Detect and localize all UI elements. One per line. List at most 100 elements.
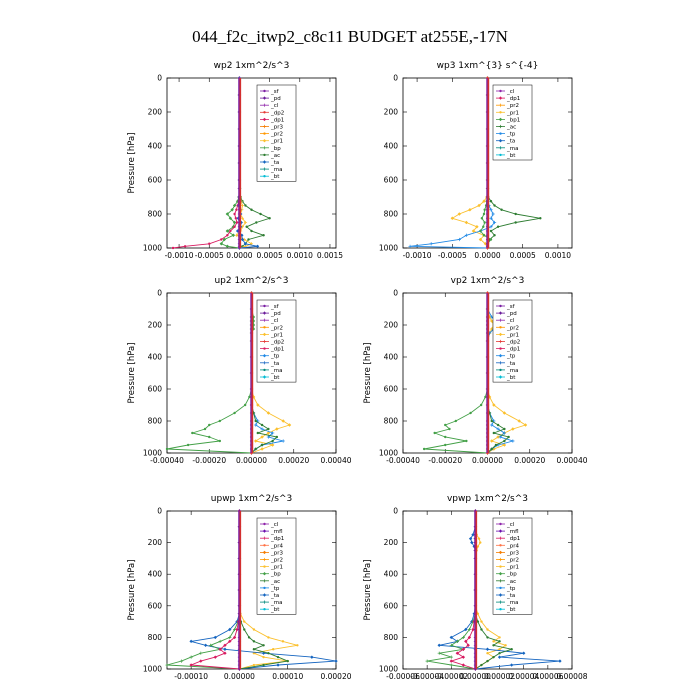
x-axis: -0.0010 -0.0005 0.0000 0.0005 0.0010 0.0015 bbox=[165, 78, 343, 260]
data-point bbox=[461, 635, 465, 639]
data-point bbox=[514, 212, 517, 216]
data-point bbox=[243, 620, 246, 623]
data-point bbox=[208, 643, 213, 647]
data-point bbox=[480, 628, 483, 631]
data-point bbox=[490, 419, 493, 423]
legend-label: _bt bbox=[270, 375, 280, 381]
y-tick-label: 1000 bbox=[143, 244, 162, 253]
series-group bbox=[171, 76, 271, 250]
legend-marker bbox=[499, 368, 502, 372]
legend-label: _pr4 bbox=[270, 543, 284, 549]
legend-marker bbox=[262, 593, 267, 597]
legend: _cl_mfl_dp1_pr4_pr3_pr2_pr1_bp_ac_tp_ta_… bbox=[492, 517, 533, 615]
legend-marker bbox=[498, 593, 503, 597]
series-group bbox=[425, 509, 562, 671]
data-point bbox=[449, 663, 453, 667]
legend-label: _pr1 bbox=[506, 565, 519, 571]
legend: _sf_pd_cl_pr2_pr1 _dp2_dp1_tp_ta_ma_bt bbox=[256, 299, 297, 383]
x-tick-label: 0.00010 bbox=[272, 672, 303, 681]
data-point bbox=[480, 663, 483, 667]
data-point bbox=[260, 423, 264, 427]
y-tick-label: 800 bbox=[384, 417, 399, 426]
data-point bbox=[494, 443, 498, 447]
legend-label: _sf bbox=[270, 89, 280, 95]
data-point bbox=[260, 443, 264, 447]
data-point bbox=[489, 216, 493, 220]
data-point bbox=[476, 612, 480, 615]
x-tick-label: 0.00008 bbox=[556, 672, 587, 681]
data-point bbox=[281, 640, 285, 643]
data-point bbox=[271, 431, 275, 435]
x-tick-label: 0.00020 bbox=[514, 456, 545, 465]
x-tick-label: 0.00002 bbox=[484, 672, 515, 681]
data-point bbox=[199, 651, 203, 655]
legend-marker bbox=[498, 117, 503, 122]
data-point bbox=[455, 651, 460, 655]
data-point bbox=[281, 439, 285, 443]
data-point bbox=[234, 233, 239, 237]
y-tick-label: 0 bbox=[393, 507, 398, 516]
legend-marker bbox=[498, 96, 503, 100]
y-tick-label: 200 bbox=[148, 108, 163, 117]
data-point bbox=[511, 439, 515, 443]
y-tick-label: 600 bbox=[384, 601, 399, 610]
series-line-dp1 bbox=[190, 511, 240, 670]
legend-label: _tp bbox=[506, 586, 516, 592]
y-tick-label: 800 bbox=[384, 633, 399, 642]
data-point bbox=[234, 217, 238, 220]
data-point bbox=[498, 652, 501, 655]
y-tick-label: 0 bbox=[157, 507, 162, 516]
data-point bbox=[243, 242, 248, 246]
data-point bbox=[502, 431, 506, 435]
y-tick-label: 0 bbox=[393, 74, 398, 83]
legend-marker bbox=[262, 361, 267, 365]
legend-label: _bp bbox=[506, 572, 517, 578]
data-point bbox=[496, 435, 500, 439]
y-tick-label: 400 bbox=[384, 570, 399, 579]
data-point bbox=[262, 644, 265, 647]
data-point bbox=[479, 403, 483, 407]
data-point bbox=[276, 655, 280, 659]
data-point bbox=[254, 447, 257, 451]
data-point bbox=[189, 655, 193, 659]
y-axis-label: Pressure [hPa] bbox=[127, 343, 137, 404]
series-line-dp1 bbox=[424, 293, 488, 454]
legend-label: _pr1 bbox=[506, 110, 519, 116]
data-point bbox=[408, 244, 412, 248]
data-point bbox=[498, 640, 501, 643]
legend-label: _tp bbox=[270, 586, 280, 592]
legend-label: _cl bbox=[506, 318, 515, 324]
data-point bbox=[478, 237, 483, 242]
legend-label: _pr3 bbox=[270, 125, 284, 131]
x-tick-label: -0.00020 bbox=[428, 456, 462, 465]
x-tick-label: 0.00020 bbox=[278, 456, 309, 465]
data-point bbox=[437, 651, 441, 655]
data-point bbox=[492, 655, 495, 659]
data-point bbox=[245, 225, 248, 228]
legend-label: _ta bbox=[506, 361, 515, 367]
y-tick-label: 800 bbox=[148, 210, 163, 219]
legend-label: _cl bbox=[270, 522, 279, 528]
legend-label: _bp bbox=[270, 572, 281, 578]
data-point bbox=[213, 655, 217, 659]
legend-label: _sf bbox=[270, 304, 280, 310]
data-point bbox=[476, 545, 480, 548]
data-point bbox=[228, 216, 233, 220]
legend-label: _ma bbox=[506, 600, 518, 606]
x-tick-label: 0.00000 bbox=[224, 672, 255, 681]
x-tick-label: 0.00020 bbox=[320, 672, 351, 681]
y-tick-label: 800 bbox=[384, 210, 399, 219]
legend-marker bbox=[263, 544, 266, 547]
legend-marker bbox=[498, 318, 503, 322]
data-point bbox=[469, 411, 472, 415]
series-points-bp bbox=[425, 509, 478, 671]
legend-marker bbox=[263, 522, 266, 526]
legend-marker bbox=[263, 368, 266, 372]
data-point bbox=[468, 536, 473, 541]
panel-title: vpwp 1xm^2/s^3 bbox=[447, 494, 528, 504]
data-point bbox=[231, 225, 236, 229]
data-point bbox=[490, 439, 494, 443]
data-point bbox=[225, 212, 230, 216]
data-point bbox=[191, 431, 194, 435]
legend-marker bbox=[498, 103, 503, 107]
